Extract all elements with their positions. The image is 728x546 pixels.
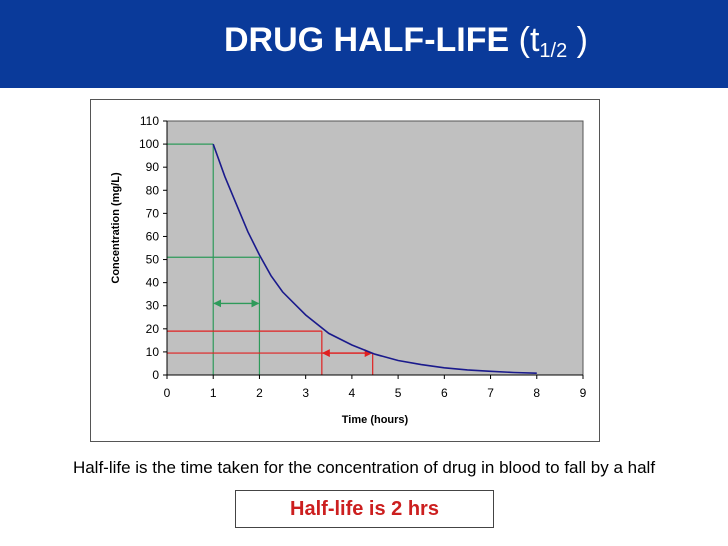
y-tick-label: 10 (146, 345, 160, 359)
half-life-chart: 0 10 20 30 40 50 60 70 80 90 100 110 0 1 2 3 4 5 6 7 8 9 Tim… (110, 114, 587, 426)
title-banner (0, 0, 728, 88)
x-axis-label: Time (hours) (342, 414, 409, 426)
x-axis-ticks: 0 1 2 3 4 5 6 7 8 9 (164, 375, 587, 400)
y-axis-label: Concentration (mg/L) (110, 172, 122, 284)
x-tick-label: 0 (164, 386, 171, 400)
x-tick-label: 7 (487, 386, 494, 400)
y-tick-label: 90 (146, 160, 160, 174)
page-title: DRUG HALF-LIFE (t1/2 ) (0, 18, 728, 73)
x-tick-label: 6 (441, 386, 448, 400)
y-axis-ticks: 0 10 20 30 40 50 60 70 80 90 100 110 (139, 114, 167, 382)
y-tick-label: 70 (146, 206, 160, 220)
y-tick-label: 60 (146, 229, 160, 243)
title-paren-close: ) (567, 21, 588, 59)
x-tick-label: 5 (395, 386, 402, 400)
y-tick-label: 30 (146, 299, 160, 313)
title-paren-open: (t (509, 21, 540, 59)
y-tick-label: 110 (140, 114, 159, 128)
title-main: DRUG HALF-LIFE (224, 21, 510, 59)
x-tick-label: 8 (533, 386, 540, 400)
concentration-curve (212, 143, 537, 374)
y-tick-label: 20 (146, 322, 160, 336)
y-tick-label: 50 (146, 253, 160, 267)
y-tick-label: 40 (146, 276, 160, 290)
y-tick-label: 100 (139, 137, 159, 151)
x-tick-label: 3 (302, 386, 309, 400)
half-life-guides (167, 143, 374, 375)
title-subscript: 1/2 (539, 40, 568, 62)
x-tick-label: 2 (256, 386, 263, 400)
x-tick-label: 9 (580, 386, 587, 400)
x-tick-label: 4 (349, 386, 356, 400)
y-tick-label: 80 (146, 183, 160, 197)
answer-box: Half-life is 2 hrs (235, 490, 494, 528)
plot-area (166, 120, 584, 376)
x-tick-label: 1 (210, 386, 217, 400)
definition-caption: Half-life is the time taken for the conc… (72, 458, 656, 477)
y-tick-label: 0 (152, 368, 159, 382)
chart-frame: 0 10 20 30 40 50 60 70 80 90 100 110 0 1 2 3 4 5 6 7 8 9 Tim… (90, 99, 600, 442)
